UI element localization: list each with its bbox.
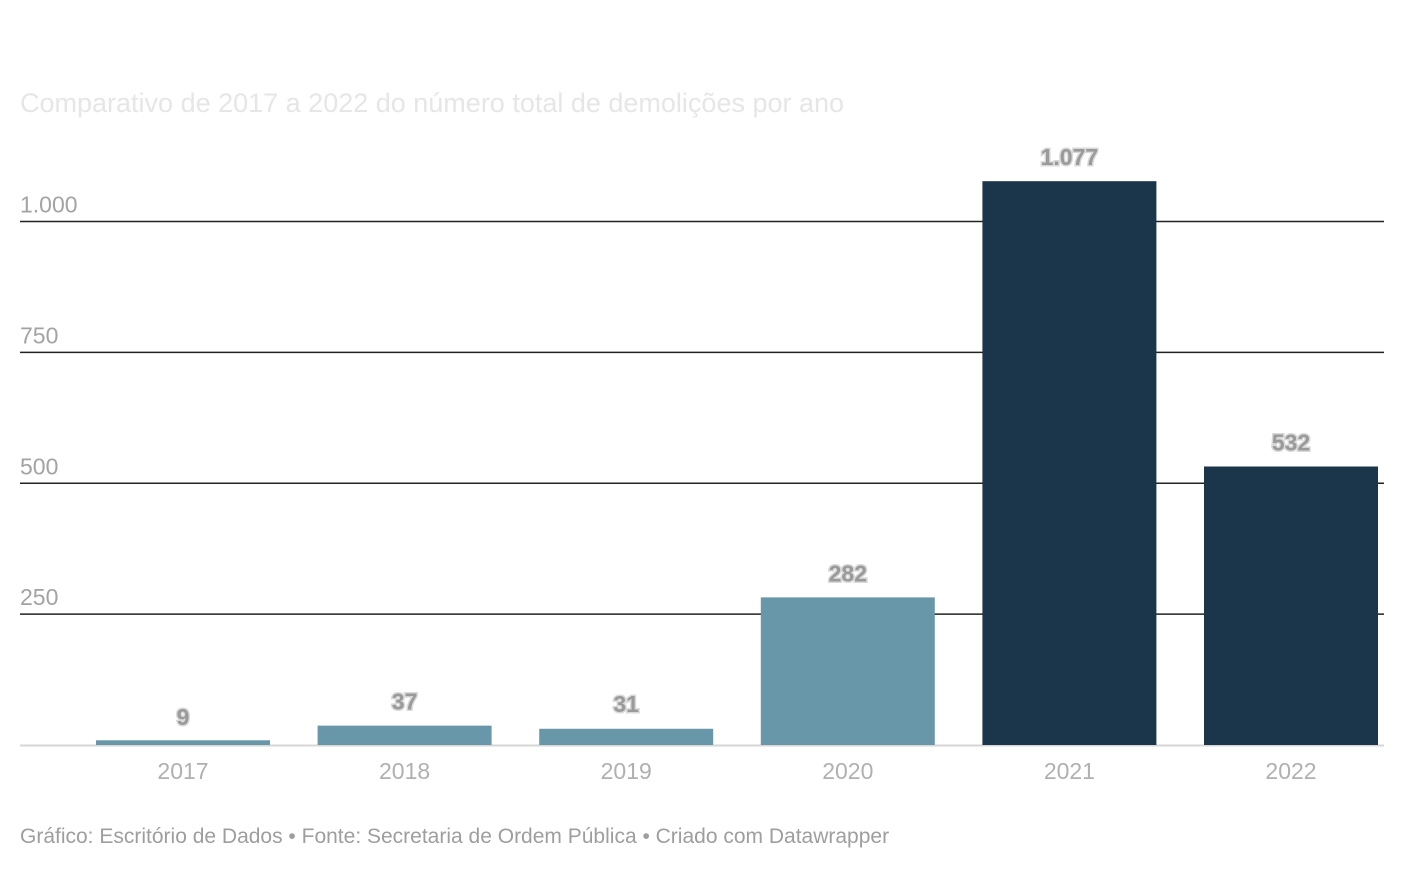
bar [317, 725, 492, 745]
value-label: 532 [1272, 429, 1310, 455]
y-tick-label: 1.000 [20, 192, 78, 218]
bar [539, 728, 714, 745]
y-tick-label: 250 [20, 584, 58, 610]
value-label: 9 [177, 704, 190, 730]
value-label: 282 [829, 560, 867, 586]
x-tick-label: 2019 [601, 758, 652, 784]
bar [1204, 466, 1378, 745]
value-label: 31 [613, 691, 639, 717]
chart-footer: Gráfico: Escritório de Dados • Fonte: Se… [20, 825, 890, 848]
value-label: 1.077 [1041, 144, 1099, 170]
labels: 250 500 750 1.000 9 2017 37 2018 31 2019 282 2020 1.… [20, 143, 1317, 784]
bar [982, 181, 1157, 746]
bars [96, 181, 1378, 746]
y-tick-label: 750 [20, 322, 58, 348]
y-tick-label: 500 [20, 453, 58, 479]
x-tick-label: 2022 [1265, 758, 1316, 784]
x-tick-label: 2018 [379, 758, 430, 784]
bar [96, 740, 270, 745]
chart-title: Comparativo de 2017 a 2022 do número tot… [20, 88, 845, 118]
bar [760, 597, 935, 745]
x-tick-label: 2021 [1044, 758, 1095, 784]
value-label: 37 [392, 689, 418, 715]
x-tick-label: 2017 [157, 758, 208, 784]
x-tick-label: 2020 [822, 758, 873, 784]
gridlines [20, 220, 1384, 747]
